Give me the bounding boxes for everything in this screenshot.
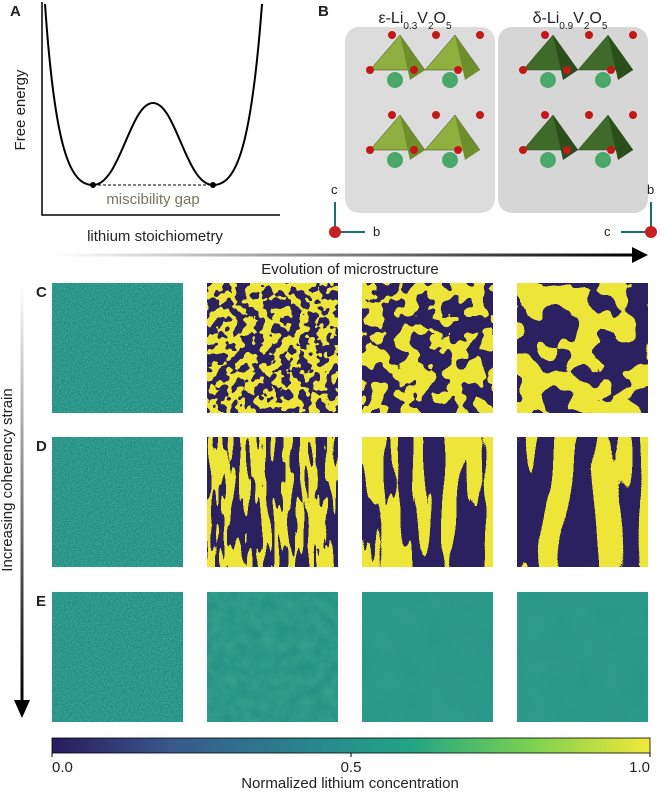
oxygen [454, 66, 462, 74]
minimum [210, 182, 216, 188]
lithium [595, 152, 611, 168]
oxygen [454, 146, 462, 154]
oxygen [410, 66, 418, 74]
axis-label: b [373, 224, 380, 239]
oxygen [476, 31, 484, 39]
panel-label: B [318, 3, 329, 20]
microstructure [362, 437, 493, 567]
microstructure [362, 592, 493, 722]
oxygen [607, 66, 615, 74]
polyhedron [455, 35, 480, 80]
oxygen [541, 111, 549, 119]
microstructure [207, 283, 338, 413]
x-axis-label: lithium stoichiometry [87, 228, 223, 245]
lithium [442, 72, 458, 88]
lithium [540, 72, 556, 88]
polyhedron [455, 115, 480, 160]
oxygen [585, 31, 593, 39]
oxygen [563, 66, 571, 74]
lithium [540, 152, 556, 168]
lithium [595, 72, 611, 88]
oxygen [607, 146, 615, 154]
axis-label: c [604, 224, 611, 239]
microstructure [52, 283, 183, 413]
microstructure [362, 283, 493, 413]
axes [41, 2, 280, 216]
crystal [366, 31, 484, 168]
microstructure [207, 437, 338, 567]
lithium [387, 152, 403, 168]
oxygen [585, 111, 593, 119]
colorbar-tick-label: 0.5 [341, 759, 362, 776]
origin [329, 226, 341, 238]
arrow-head [14, 700, 30, 718]
polyhedron [553, 115, 578, 160]
annotation: miscibility gap [106, 191, 199, 208]
crystal [519, 31, 637, 168]
oxygen [388, 111, 396, 119]
arrow-head [632, 247, 648, 263]
oxygen [432, 111, 440, 119]
oxygen [432, 31, 440, 39]
microstructure [52, 592, 183, 722]
colorbar-tick-label: 0.0 [52, 759, 73, 776]
axis-label: c [331, 182, 338, 197]
origin [645, 226, 657, 238]
microstructure [52, 437, 183, 567]
panel-label: E [36, 593, 46, 610]
microstructure [517, 283, 648, 413]
arrow-label: Evolution of microstructure [261, 261, 439, 278]
microstructure-grid: C D E [36, 283, 648, 722]
oxygen [519, 66, 527, 74]
polyhedron [608, 35, 633, 80]
polyhedron [608, 115, 633, 160]
arrow [55, 253, 635, 257]
colorbar [51, 737, 651, 754]
oxygen [388, 31, 396, 39]
microstructure [207, 592, 338, 722]
oxygen [541, 31, 549, 39]
microstructure [517, 437, 648, 567]
polyhedron [400, 35, 425, 80]
polyhedron [553, 35, 578, 80]
minimum [90, 182, 96, 188]
lithium [387, 72, 403, 88]
polyhedron [400, 115, 425, 160]
oxygen [410, 146, 418, 154]
axis-label: b [647, 182, 654, 197]
arrow [20, 283, 24, 703]
formula: ε-Li0.3V2O5 [378, 10, 452, 32]
oxygen [629, 31, 637, 39]
oxygen [366, 146, 374, 154]
oxygen [519, 146, 527, 154]
oxygen [629, 111, 637, 119]
panel-label: D [36, 438, 47, 455]
oxygen [476, 111, 484, 119]
colorbar-title: Normalized lithium concentration [241, 775, 459, 792]
microstructure [517, 592, 648, 722]
lithium [442, 152, 458, 168]
oxygen [563, 146, 571, 154]
arrow-label: Increasing coherency strain [0, 388, 16, 571]
energy-curve [44, 3, 263, 187]
formula: δ-Li0.9V2O5 [533, 10, 608, 32]
colorbar-tick-label: 1.0 [629, 759, 650, 776]
panel-label: A [10, 3, 21, 20]
y-axis-label: Free energy [12, 69, 29, 150]
structure-box [345, 27, 495, 213]
oxygen [366, 66, 374, 74]
panel-label: C [36, 284, 47, 301]
structure-box [498, 27, 648, 213]
